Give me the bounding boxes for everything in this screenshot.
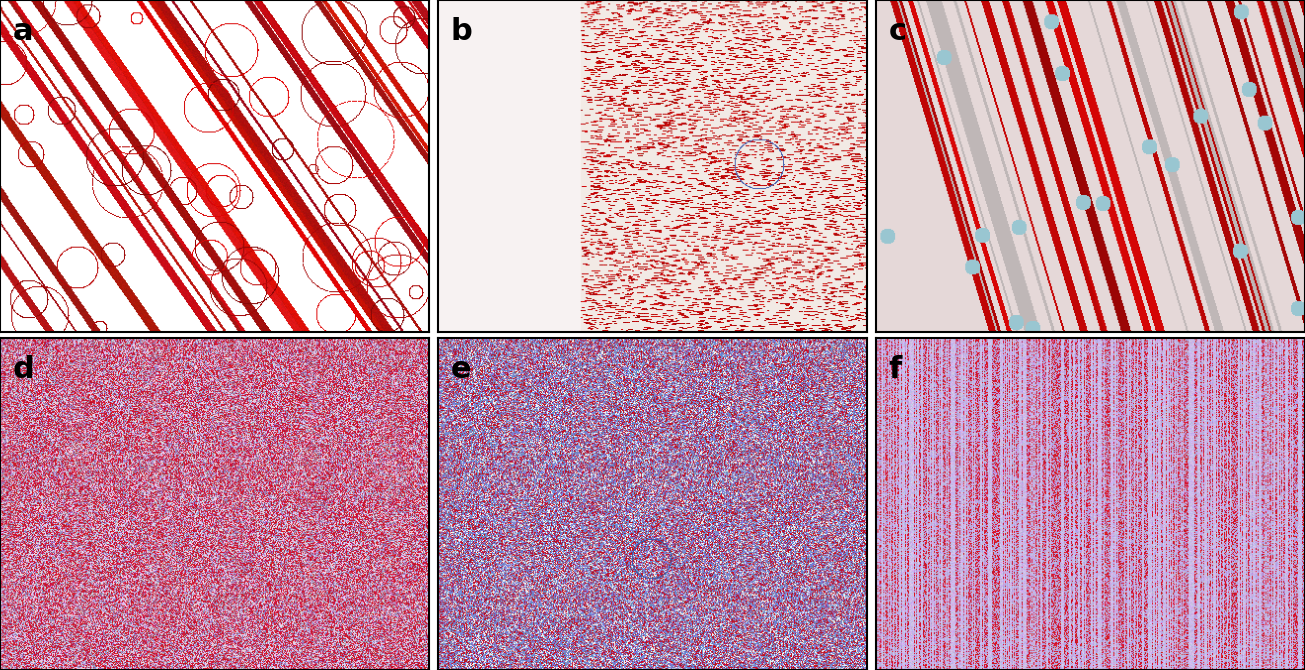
Text: f: f — [889, 355, 902, 384]
Text: c: c — [889, 17, 907, 46]
Text: e: e — [450, 355, 471, 384]
Text: a: a — [13, 17, 34, 46]
Text: d: d — [13, 355, 35, 384]
Text: b: b — [450, 17, 472, 46]
